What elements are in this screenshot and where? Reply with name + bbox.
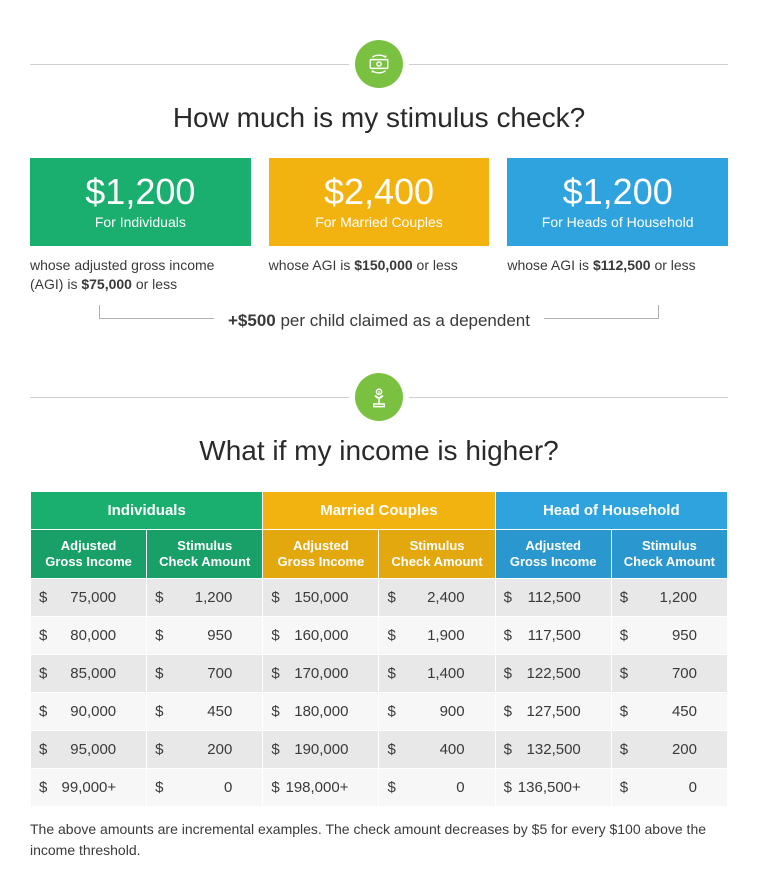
amount-cards: $1,200 For Individuals whose adjusted gros…: [30, 158, 728, 295]
table-cell: $160,000: [263, 617, 379, 655]
card-amount: $1,200: [38, 172, 243, 212]
section2-title: What if my income is higher?: [30, 435, 728, 467]
table-cell: $117,500: [495, 617, 611, 655]
table-cell: $180,000: [263, 693, 379, 731]
table-body: $ 75,000$1,200$150,000$2,400$112,500$1,2…: [31, 579, 728, 807]
table-row: $ 80,000$950$160,000$1,900$117,500$950: [31, 617, 728, 655]
table-cell: $ 80,000: [31, 617, 147, 655]
table-cell: $0: [379, 769, 495, 807]
child-bonus-amount: +$500: [228, 311, 276, 330]
table-row: $ 75,000$1,200$150,000$2,400$112,500$1,2…: [31, 579, 728, 617]
table-cell: $450: [611, 693, 727, 731]
amount-card: $2,400 For Married Couples whose AGI is $1…: [269, 158, 490, 295]
sub-header-cell: StimulusCheck Amount: [379, 529, 495, 579]
table-cell: $127,500: [495, 693, 611, 731]
table-row: $ 95,000$200$190,000$400$132,500$200: [31, 731, 728, 769]
table-row: $ 90,000$450$180,000$900$127,500$450: [31, 693, 728, 731]
table-row: $99,000+$0$198,000+$0$136,500+$0: [31, 769, 728, 807]
card-amount: $2,400: [277, 172, 482, 212]
sub-header-cell: AdjustedGross Income: [263, 529, 379, 579]
growth-icon: $: [355, 373, 403, 421]
group-header-cell: Individuals: [31, 491, 263, 529]
table-cell: $950: [147, 617, 263, 655]
phaseout-table: IndividualsMarried CouplesHead of Househ…: [30, 491, 728, 808]
table-cell: $900: [379, 693, 495, 731]
card-for: For Heads of Household: [515, 214, 720, 230]
table-cell: $150,000: [263, 579, 379, 617]
table-cell: $ 85,000: [31, 655, 147, 693]
amount-card: $1,200 For Heads of Household whose AGI is…: [507, 158, 728, 295]
table-footnote: The above amounts are incremental exampl…: [30, 819, 728, 860]
table-cell: $136,500+: [495, 769, 611, 807]
card-top: $2,400 For Married Couples: [269, 158, 490, 246]
group-header-cell: Married Couples: [263, 491, 495, 529]
card-for: For Married Couples: [277, 214, 482, 230]
table-cell: $0: [611, 769, 727, 807]
table-cell: $700: [147, 655, 263, 693]
card-top: $1,200 For Individuals: [30, 158, 251, 246]
table-cell: $1,900: [379, 617, 495, 655]
table-cell: $1,200: [147, 579, 263, 617]
sub-header-cell: AdjustedGross Income: [495, 529, 611, 579]
table-group-header: IndividualsMarried CouplesHead of Househ…: [31, 491, 728, 529]
table-cell: $1,400: [379, 655, 495, 693]
table-cell: $450: [147, 693, 263, 731]
table-cell: $1,200: [611, 579, 727, 617]
sub-header-cell: StimulusCheck Amount: [611, 529, 727, 579]
table-cell: $200: [611, 731, 727, 769]
card-desc: whose adjusted gross income (AGI) is $75…: [30, 256, 251, 295]
card-top: $1,200 For Heads of Household: [507, 158, 728, 246]
card-for: For Individuals: [38, 214, 243, 230]
table-cell: $132,500: [495, 731, 611, 769]
table-cell: $200: [147, 731, 263, 769]
child-bonus-text: +$500 per child claimed as a dependent: [214, 307, 544, 335]
table-cell: $400: [379, 731, 495, 769]
table-cell: $122,500: [495, 655, 611, 693]
section1-header: How much is my stimulus check?: [30, 40, 728, 134]
table-cell: $198,000+: [263, 769, 379, 807]
table-cell: $2,400: [379, 579, 495, 617]
sub-header-cell: AdjustedGross Income: [31, 529, 147, 579]
table-row: $ 85,000$700$170,000$1,400$122,500$700: [31, 655, 728, 693]
table-cell: $170,000: [263, 655, 379, 693]
table-cell: $0: [147, 769, 263, 807]
table-cell: $ 75,000: [31, 579, 147, 617]
sub-header-cell: StimulusCheck Amount: [147, 529, 263, 579]
group-header-cell: Head of Household: [495, 491, 727, 529]
child-bonus-rest: per child claimed as a dependent: [276, 311, 530, 330]
table-cell: $99,000+: [31, 769, 147, 807]
table-cell: $112,500: [495, 579, 611, 617]
table-sub-header: AdjustedGross IncomeStimulusCheck Amount…: [31, 529, 728, 579]
card-desc: whose AGI is $112,500 or less: [507, 256, 728, 276]
table-cell: $ 95,000: [31, 731, 147, 769]
table-cell: $950: [611, 617, 727, 655]
child-bonus-bracket: +$500 per child claimed as a dependent: [99, 305, 659, 333]
card-amount: $1,200: [515, 172, 720, 212]
table-cell: $ 90,000: [31, 693, 147, 731]
amount-card: $1,200 For Individuals whose adjusted gros…: [30, 158, 251, 295]
section1-title: How much is my stimulus check?: [30, 102, 728, 134]
table-cell: $190,000: [263, 731, 379, 769]
card-desc: whose AGI is $150,000 or less: [269, 256, 490, 276]
money-icon: [355, 40, 403, 88]
section2-header: $ What if my income is higher?: [30, 373, 728, 467]
table-cell: $700: [611, 655, 727, 693]
